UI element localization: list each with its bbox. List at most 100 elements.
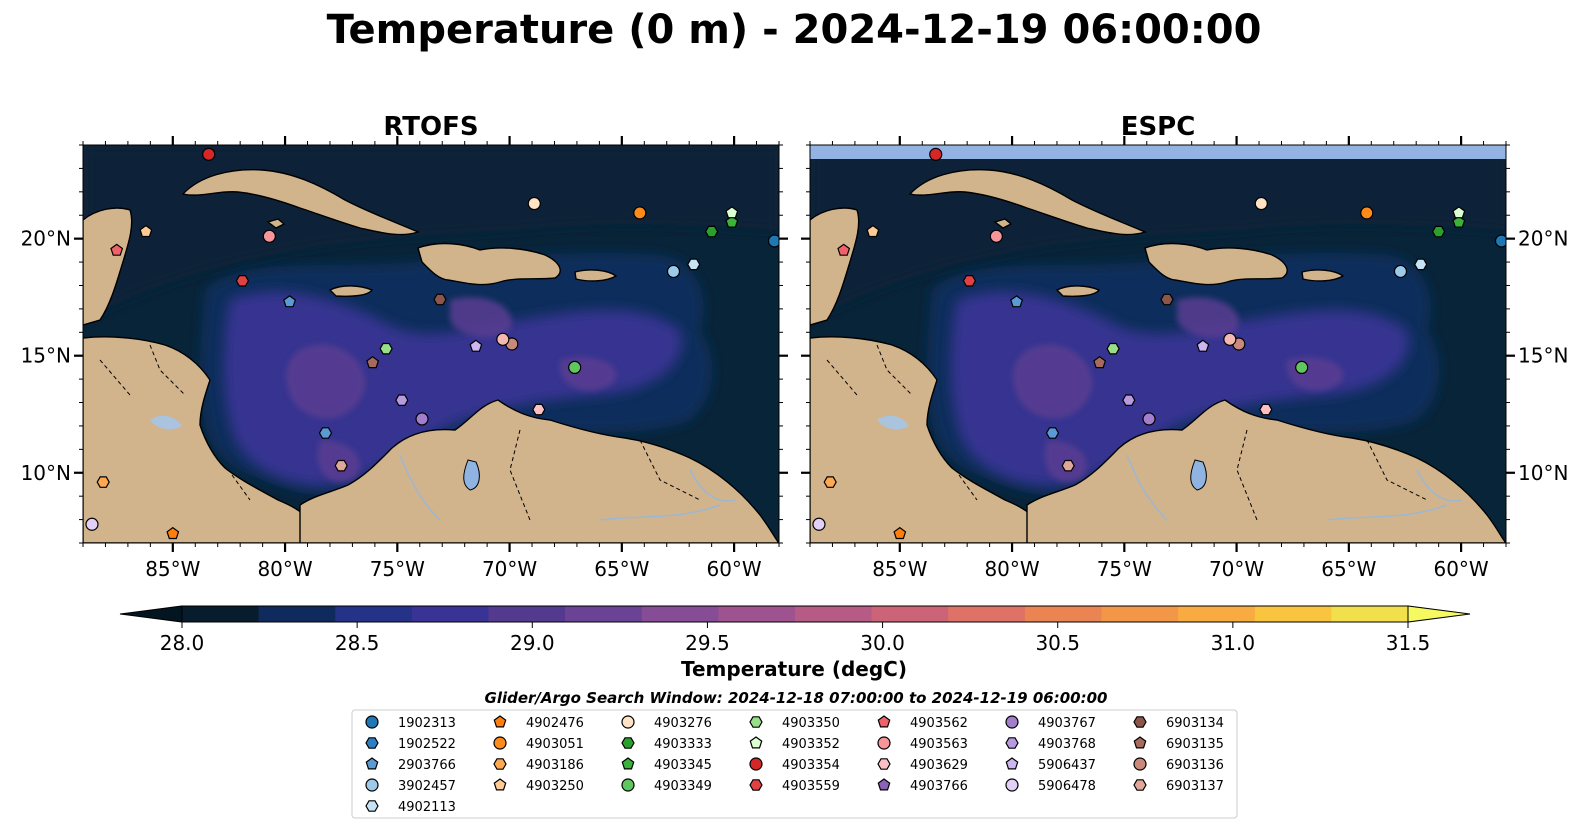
float-marker-4903333 xyxy=(704,225,719,238)
lon-tick-label: 75°W xyxy=(370,557,425,581)
float-marker-6903135 xyxy=(1093,355,1107,369)
legend-marker-icon xyxy=(493,758,507,770)
float-marker-2903766 xyxy=(318,427,333,439)
float-marker-4903354 xyxy=(202,147,216,161)
landmass xyxy=(299,399,779,543)
colorbar-tick-label: 31.0 xyxy=(1211,631,1256,655)
colorbar-extend-low xyxy=(119,605,183,623)
landmass xyxy=(574,269,618,282)
legend-marker-icon xyxy=(877,778,891,791)
legend-label: 6903134 xyxy=(1166,716,1224,731)
landmass xyxy=(810,207,860,326)
colorbar-swatch xyxy=(1024,606,1102,622)
float-marker-4903186 xyxy=(96,476,110,488)
legend-label: 4903250 xyxy=(526,779,584,794)
lat-tick-label: 15°N xyxy=(21,344,71,368)
border xyxy=(99,344,701,521)
float-marker-4903349 xyxy=(1295,360,1309,375)
float-marker-4903629 xyxy=(532,403,546,416)
search-window-text: Glider/Argo Search Window: 2024-12-18 07… xyxy=(485,689,1108,707)
legend-marker-icon xyxy=(749,716,763,728)
float-marker-4903051 xyxy=(633,206,647,220)
lat-tick-label: 10°N xyxy=(21,461,71,485)
float-marker-4903562 xyxy=(837,243,851,256)
legend-marker-icon xyxy=(749,736,763,749)
legend-label: 4903629 xyxy=(910,758,968,773)
legend-label: 4903345 xyxy=(654,758,712,773)
float-marker-4903563 xyxy=(262,229,276,243)
landmass xyxy=(908,169,1147,236)
colorbar-tick-label: 29.0 xyxy=(510,631,555,655)
colorbar-swatch xyxy=(1101,606,1179,622)
panel-rtofs: RTOFS xyxy=(82,112,780,544)
legend-label: 1902522 xyxy=(398,737,456,752)
lon-tick-label: 85°W xyxy=(145,557,200,581)
float-marker-4903349 xyxy=(568,360,582,375)
float-marker-4903354 xyxy=(929,147,943,161)
colorbar-tick-label: 31.5 xyxy=(1386,631,1431,655)
float-marker-6903136 xyxy=(496,332,510,346)
legend-marker-icon xyxy=(621,757,635,770)
colorbar-swatch xyxy=(335,606,413,622)
panel-title-espc: ESPC xyxy=(1121,112,1196,142)
float-marker-2903766 xyxy=(1010,295,1024,308)
float-marker-6903137 xyxy=(1061,459,1075,472)
legend-label: 6903135 xyxy=(1166,737,1224,752)
lat-tick-label: 10°N xyxy=(1518,461,1568,485)
colorbar-tick-label: 28.5 xyxy=(335,631,380,655)
float-marker-6903137 xyxy=(334,459,348,472)
landmass xyxy=(328,285,374,298)
colorbar-swatch xyxy=(1178,606,1256,622)
legend-marker-icon xyxy=(1133,736,1147,749)
colorbar-swatch xyxy=(488,606,566,622)
landmass xyxy=(83,207,133,326)
panel-title-rtofs: RTOFS xyxy=(383,112,478,142)
float-marker-5906478 xyxy=(85,517,99,531)
float-marker-4902113 xyxy=(687,258,701,271)
legend-marker-icon xyxy=(365,800,379,812)
legend-marker-icon xyxy=(621,715,635,729)
float-marker-4903562 xyxy=(110,243,124,256)
legend-marker-icon xyxy=(1005,757,1019,770)
legend-marker-icon xyxy=(877,715,891,728)
legend-marker-icon xyxy=(621,778,635,792)
legend-label: 4903349 xyxy=(654,779,712,794)
legend-marker-icon xyxy=(493,715,507,728)
colorbar-swatch xyxy=(948,606,1026,622)
legend-marker-icon xyxy=(1133,716,1147,728)
float-marker-4903186 xyxy=(823,476,837,488)
colorbar-ticks: 28.0 28.5 29.0 29.5 30.0 30.5 31.0 31.5 xyxy=(160,622,1431,655)
float-marker-4903767 xyxy=(415,412,429,426)
legend-label: 4903766 xyxy=(910,779,968,794)
figure-title: Temperature (0 m) - 2024-12-19 06:00:00 xyxy=(327,7,1262,53)
float-marker-4902476 xyxy=(893,526,907,540)
float-marker-2903766 xyxy=(283,295,297,308)
float-marker-6903136 xyxy=(1223,332,1237,346)
legend-label: 4903768 xyxy=(1038,737,1096,752)
legend-marker-icon xyxy=(1005,737,1019,749)
landmass xyxy=(1144,242,1288,286)
float-marker-4903051 xyxy=(1360,206,1374,220)
colorbar-tick-label: 29.5 xyxy=(685,631,730,655)
float-marker-4903559 xyxy=(962,275,977,287)
lake-icon xyxy=(1190,459,1207,491)
float-marker-4903276 xyxy=(527,196,541,211)
landmass xyxy=(1026,399,1506,543)
float-marker-5906437 xyxy=(469,339,483,352)
legend-marker-icon xyxy=(365,757,379,770)
float-marker-4903345 xyxy=(1452,215,1466,228)
lon-tick-label: 60°W xyxy=(1433,557,1488,581)
float-marker-5906478 xyxy=(812,517,826,531)
landmass xyxy=(181,169,420,236)
legend-label: 4903051 xyxy=(526,737,584,752)
land-rtofs xyxy=(83,169,779,543)
colorbar-swatch xyxy=(795,606,873,622)
colorbar-label: Temperature (degC) xyxy=(681,657,907,681)
lat-tick-label: 15°N xyxy=(1518,344,1568,368)
map-rtofs xyxy=(83,145,779,543)
float-marker-6903134 xyxy=(433,293,447,306)
legend-label: 4903333 xyxy=(654,737,712,752)
float-marker-4903250 xyxy=(139,224,153,238)
float-marker-3902457 xyxy=(666,264,681,279)
float-marker-2903766 xyxy=(1045,427,1060,439)
